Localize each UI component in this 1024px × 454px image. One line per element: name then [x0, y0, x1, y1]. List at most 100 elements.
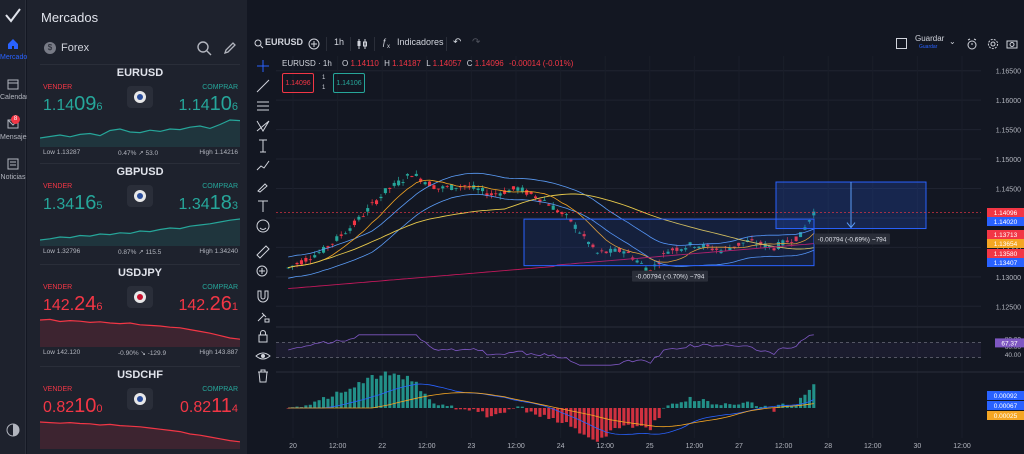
candle-body — [388, 187, 392, 189]
market-selector[interactable]: $ Forex — [41, 40, 241, 58]
layout-square-icon[interactable] — [896, 38, 907, 49]
interval-button[interactable]: 1h — [334, 37, 345, 47]
buy-price-button[interactable]: 1.34183 — [178, 192, 238, 215]
undo-icon[interactable]: ↶ — [453, 37, 462, 48]
sell-price-button[interactable]: 1.34165 — [43, 192, 103, 215]
macd-histogram-bar — [798, 397, 803, 408]
search-icon[interactable] — [196, 40, 212, 56]
macd-histogram-bar — [670, 403, 675, 408]
macd-histogram-bar — [675, 403, 679, 408]
moving-average-slow — [288, 193, 814, 269]
rail-item-mercados[interactable]: Mercados — [0, 38, 31, 61]
macd-histogram-bar — [617, 408, 622, 429]
prediction-icon[interactable] — [255, 158, 271, 174]
macd-histogram-bar — [745, 401, 750, 408]
redo-icon[interactable]: ↷ — [472, 37, 481, 48]
trash-icon[interactable] — [255, 368, 271, 384]
candles-style-icon[interactable] — [356, 38, 368, 50]
watchlist-card-eurusd[interactable]: EURUSD VENDER COMPRAR 1.14096 1.14106 Low 1.1… — [40, 64, 240, 162]
buy-price-button[interactable]: 1.14106 — [178, 93, 238, 116]
magnet-icon[interactable] — [255, 288, 271, 304]
candle-body — [321, 246, 326, 253]
rail-item-mensajes[interactable]: 8 Mensajes — [0, 115, 30, 141]
camera-icon[interactable] — [1006, 38, 1018, 50]
theme-toggle-icon[interactable] — [6, 423, 20, 437]
sell-price-button[interactable]: 0.82100 — [43, 395, 103, 418]
candle-body — [728, 247, 732, 251]
candle-body — [397, 180, 401, 186]
macd-histogram-bar — [613, 408, 617, 428]
macd-histogram-bar — [445, 406, 449, 408]
gear-icon[interactable] — [987, 38, 999, 50]
macd-histogram-bar — [366, 377, 370, 408]
horizontal-lines-icon[interactable] — [255, 98, 271, 114]
buy-price-button[interactable]: 0.82114 — [180, 395, 238, 418]
save-button[interactable]: Guardar — [915, 34, 945, 43]
moving-average-long — [288, 243, 814, 290]
candle-body — [768, 245, 772, 248]
watchlist-card-gbpusd[interactable]: GBPUSD VENDER COMPRAR 1.34165 1.34183 Low 1.3… — [40, 163, 240, 261]
chevron-down-icon[interactable]: ⌄ — [949, 37, 956, 46]
text-icon[interactable] — [255, 198, 271, 214]
macd-histogram-bar — [728, 404, 732, 408]
eye-icon[interactable] — [255, 348, 271, 364]
dollar-icon: $ — [44, 42, 56, 54]
macd-histogram-bar — [666, 405, 670, 408]
day-high: High 143.887 — [199, 349, 238, 356]
candle-body — [697, 246, 701, 249]
rail-item-noticias[interactable]: Noticias — [0, 158, 26, 181]
candle-body — [569, 218, 573, 222]
chart-canvas[interactable]: 1.16500 1.16000 1.15500 1.15000 1.14500 1.140… — [276, 56, 1024, 454]
chart-legend: EURUSD · 1h O 1.14110 H 1.14187 L 1.1405… — [282, 59, 573, 68]
rail-item-calendario[interactable]: Calendario — [0, 78, 34, 101]
zoom-in-icon[interactable] — [255, 264, 271, 280]
price-chart[interactable]: 1.16500 1.16000 1.15500 1.15000 1.14500 1.140… — [276, 56, 1024, 454]
day-high: High 1.34240 — [199, 248, 238, 255]
candle-body — [392, 182, 396, 186]
candle-body — [529, 191, 533, 194]
symbol-button[interactable]: EURUSD — [265, 37, 304, 47]
buy-price-button[interactable]: 142.261 — [178, 293, 238, 316]
compare-add-icon[interactable] — [308, 38, 320, 50]
price-big: 1.34 — [43, 196, 75, 213]
candle-body — [366, 208, 370, 212]
text-cursor-icon[interactable] — [255, 138, 271, 154]
indicators-button[interactable]: Indicadores — [397, 37, 444, 47]
trend-line-icon[interactable] — [255, 78, 271, 94]
crosshair-icon[interactable] — [255, 58, 271, 74]
sell-price-button[interactable]: 1.14096 — [43, 93, 103, 116]
emoji-icon[interactable] — [255, 218, 271, 234]
measure-label: -0.00794 (-0.70%) ~794 — [636, 274, 705, 281]
candle-body — [741, 242, 745, 244]
lock-icon[interactable] — [255, 328, 271, 344]
sell-price-button[interactable]: 142.246 — [43, 293, 103, 316]
brush-icon[interactable] — [255, 178, 271, 194]
candle-body — [684, 248, 688, 250]
currency-flag-icon — [127, 286, 153, 308]
search-icon[interactable] — [254, 39, 264, 49]
macd-histogram-bar — [697, 400, 701, 408]
ruler-icon[interactable] — [255, 244, 271, 260]
sparkline-area — [40, 319, 240, 347]
edit-pencil-icon[interactable] — [222, 40, 238, 56]
buy-order-button[interactable]: 1.14106 — [333, 73, 365, 93]
lock-drawing-icon[interactable] — [255, 308, 271, 324]
price-axis-label-bg — [987, 258, 1024, 267]
sparkline-chart — [40, 119, 240, 147]
candle-body — [675, 247, 679, 251]
y-tick-label: 1.13500 — [996, 245, 1021, 252]
legend-o-label: O — [342, 59, 349, 68]
candle-body — [609, 248, 613, 253]
price-axis-label: 1.14096 — [994, 210, 1018, 217]
candle-body — [750, 239, 754, 241]
watchlist-card-usdchf[interactable]: USDCHF VENDER COMPRAR 0.82100 0.82114 — [40, 366, 240, 454]
rsi-band — [276, 342, 981, 358]
sell-order-button[interactable]: 1.14096 — [282, 73, 314, 93]
watchlist-card-usdjpy[interactable]: USDJPY VENDER COMPRAR 142.246 142.261 Low 142… — [40, 264, 240, 362]
rsi-tick-label: 40.00 — [1005, 352, 1022, 359]
price-axis-label-bg — [987, 230, 1024, 239]
pattern-icon[interactable] — [255, 118, 271, 134]
alert-clock-icon[interactable] — [966, 38, 978, 50]
price-fraction: 5 — [96, 200, 103, 212]
